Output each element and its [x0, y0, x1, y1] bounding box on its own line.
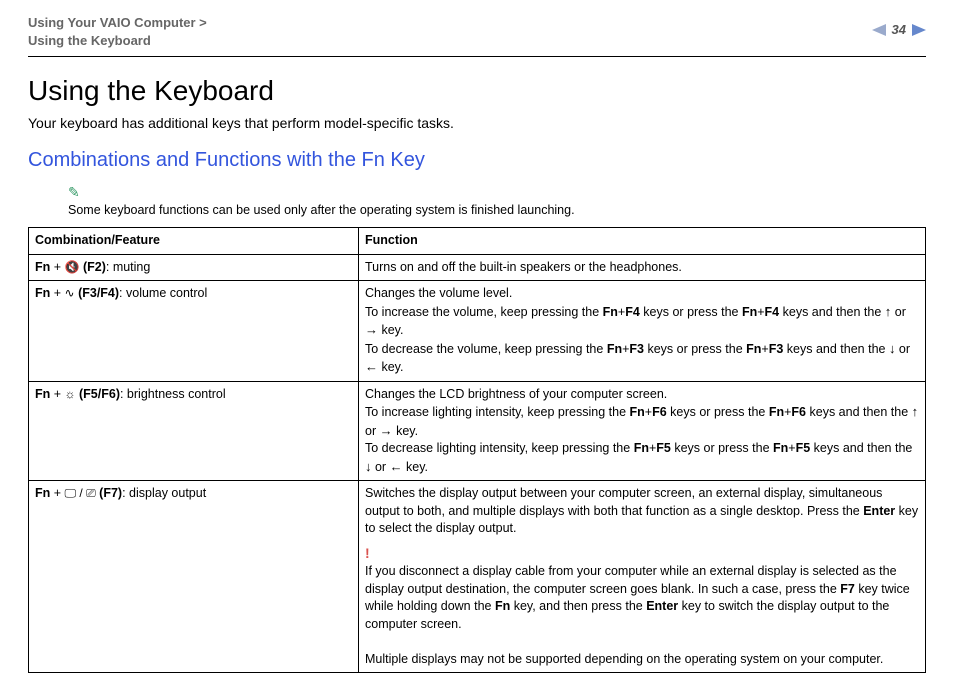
arrow-left-icon: ← [390, 459, 403, 474]
page-container: Using Your VAIO Computer > Using the Key… [0, 0, 954, 673]
desc-cell: Changes the volume level. To increase th… [359, 281, 926, 382]
page-header: Using Your VAIO Computer > Using the Key… [28, 14, 926, 57]
breadcrumb-line1: Using Your VAIO Computer > [28, 15, 207, 30]
note-text: Some keyboard functions can be used only… [68, 203, 575, 217]
desc-cell: Turns on and off the built-in speakers o… [359, 254, 926, 281]
table-row: Fn + 🔇 (F2): muting Turns on and off the… [29, 254, 926, 281]
table-row: Fn + ∿ (F3/F4): volume control Changes t… [29, 281, 926, 382]
volume-icon: ∿ [65, 286, 75, 300]
arrow-right-icon: → [380, 423, 393, 438]
page-number-nav: 34 [872, 22, 926, 37]
breadcrumb: Using Your VAIO Computer > Using the Key… [28, 14, 207, 50]
arrow-up-icon: ↑ [912, 404, 919, 419]
combo-label: : muting [106, 260, 150, 274]
display-output-icon: 🖵 / ⎚ [65, 486, 96, 500]
combo-cell: Fn + 🖵 / ⎚ (F7): display output [29, 481, 359, 673]
desc-cell: Changes the LCD brightness of your compu… [359, 381, 926, 481]
warning-icon: ! [365, 544, 919, 564]
table-header-function: Function [359, 228, 926, 255]
brightness-icon: ☼ [65, 387, 76, 401]
next-page-icon[interactable] [912, 24, 926, 36]
desc-cell: Switches the display output between your… [359, 481, 926, 673]
table-row: Fn + 🖵 / ⎚ (F7): display output Switches… [29, 481, 926, 673]
combo-key: (F2) [79, 260, 105, 274]
note-icon: ✎ [68, 184, 926, 201]
combo-cell: Fn + ☼ (F5/F6): brightness control [29, 381, 359, 481]
prev-page-icon[interactable] [872, 24, 886, 36]
table-header-combo: Combination/Feature [29, 228, 359, 255]
combo-cell: Fn + ∿ (F3/F4): volume control [29, 281, 359, 382]
arrow-left-icon: ← [365, 359, 378, 374]
page-title: Using the Keyboard [28, 75, 926, 107]
breadcrumb-line2: Using the Keyboard [28, 33, 151, 48]
fn-key-table: Combination/Feature Function Fn + 🔇 (F2)… [28, 227, 926, 673]
mute-icon: 🔇 [65, 260, 80, 274]
combo-fn: Fn [35, 260, 50, 274]
combo-cell: Fn + 🔇 (F2): muting [29, 254, 359, 281]
note-block: ✎ Some keyboard functions can be used on… [68, 184, 926, 217]
section-title: Combinations and Functions with the Fn K… [28, 149, 926, 172]
arrow-right-icon: → [365, 322, 378, 337]
page-number: 34 [892, 22, 906, 37]
table-row: Fn + ☼ (F5/F6): brightness control Chang… [29, 381, 926, 481]
intro-text: Your keyboard has additional keys that p… [28, 115, 926, 131]
